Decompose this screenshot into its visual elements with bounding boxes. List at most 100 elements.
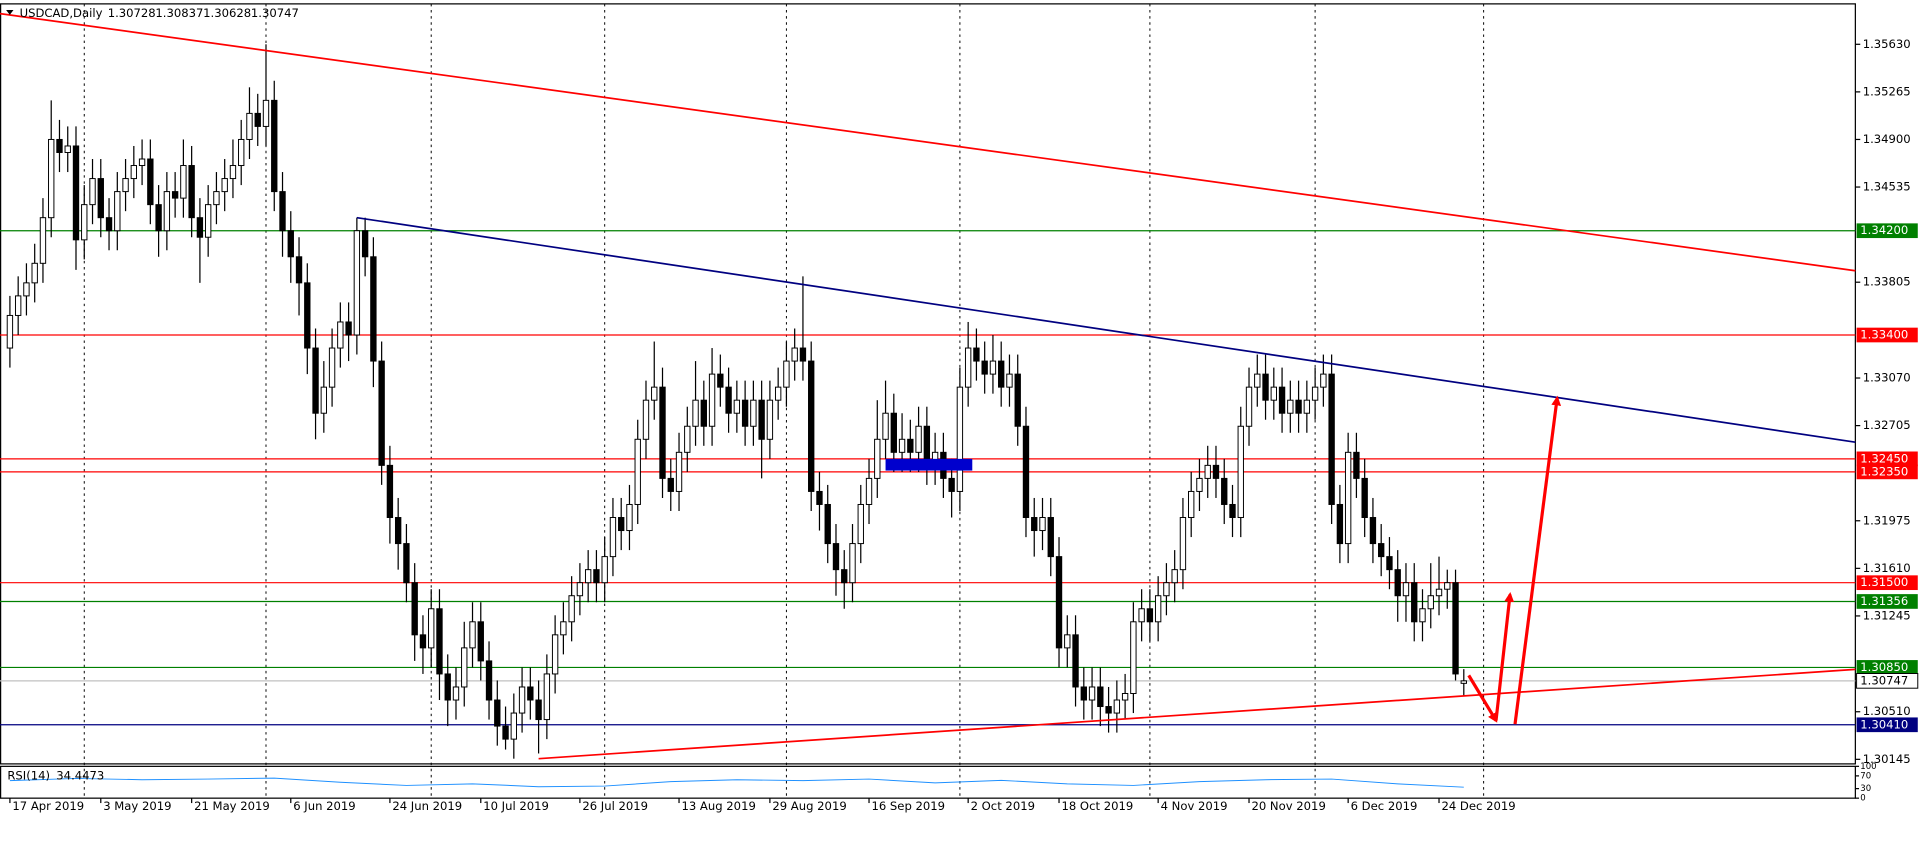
candle-body — [279, 191, 286, 232]
arrow — [1467, 674, 1498, 723]
candle-body — [651, 386, 658, 401]
candle-body — [138, 158, 146, 167]
rsi-tick-label: 100 — [1860, 762, 1876, 772]
candle-body — [494, 699, 501, 727]
candle-body — [1080, 686, 1087, 701]
candle-body — [345, 321, 352, 336]
candle-body — [6, 314, 14, 349]
candle-body — [353, 230, 361, 336]
x-tick-label: 17 Apr 2019 — [12, 799, 84, 813]
candle-body — [105, 217, 113, 232]
candle-body — [1154, 595, 1162, 623]
candle-body — [1130, 621, 1137, 694]
candle-body — [1328, 373, 1335, 505]
candle-body — [1353, 451, 1360, 479]
candle-body — [287, 230, 294, 258]
y-tick-label: 1.32705 — [1863, 418, 1911, 432]
candle-body — [1113, 699, 1121, 714]
candle-body — [1452, 582, 1459, 675]
candle-body — [419, 634, 427, 649]
candle-body — [849, 543, 856, 584]
y-tick-label: 1.31245 — [1863, 608, 1911, 622]
candle-body — [1047, 517, 1054, 558]
candle-body — [1311, 386, 1319, 401]
candle-body — [304, 282, 311, 349]
candle-body — [998, 360, 1005, 388]
candle-body — [1245, 386, 1253, 427]
candle-body — [1171, 569, 1178, 584]
y-tick-label: 1.31975 — [1863, 513, 1911, 527]
candle-body — [262, 99, 270, 127]
candle-body — [1295, 399, 1302, 414]
candle-body — [774, 386, 782, 401]
candle-body — [97, 178, 104, 219]
zone-rect — [885, 458, 973, 471]
candle-body — [411, 582, 418, 636]
candle-body — [1411, 582, 1418, 623]
candle-body — [81, 204, 88, 241]
candle-body — [130, 165, 138, 180]
candle-body — [1196, 477, 1203, 492]
candle-body — [403, 543, 410, 584]
candle-body — [386, 464, 394, 518]
candle-body — [1006, 373, 1013, 388]
level-label: 1.34200 — [1860, 223, 1908, 237]
candle-body — [361, 230, 369, 258]
x-tick-label: 29 Aug 2019 — [772, 799, 846, 813]
candle-body — [48, 138, 55, 219]
candle-body — [1212, 464, 1220, 479]
level-label: 1.31500 — [1860, 575, 1908, 589]
candle-body — [741, 399, 749, 427]
candle-body — [1270, 386, 1277, 401]
candle-body — [948, 477, 955, 492]
candle-body — [155, 204, 162, 232]
candle-body — [865, 477, 873, 505]
candle-body — [444, 673, 451, 701]
candle-body — [14, 295, 22, 316]
candle-body — [163, 191, 171, 232]
level-label-box — [1856, 327, 1918, 343]
rsi-tick-label: 30 — [1860, 784, 1871, 794]
rsi-tick-label: 0 — [1860, 794, 1865, 804]
candle-body — [1064, 634, 1071, 649]
candle-body — [1444, 582, 1451, 590]
candle-body — [72, 145, 80, 241]
menu-triangle — [6, 10, 14, 15]
candle-body — [295, 256, 303, 284]
candle-body — [229, 165, 237, 180]
candle-body — [527, 686, 534, 701]
ohlc-close: 1.30747 — [251, 6, 299, 20]
candle-body — [841, 569, 848, 584]
candle-body — [568, 595, 575, 623]
trend-line — [0, 12, 1856, 272]
candle-body — [436, 608, 443, 675]
candle-body — [642, 399, 650, 440]
candle-body — [518, 686, 526, 714]
x-tick-label: 20 Nov 2019 — [1251, 799, 1325, 813]
candle-body — [320, 386, 328, 414]
candle-body — [766, 399, 774, 440]
candle-body — [485, 660, 493, 701]
candle-body — [1254, 373, 1261, 388]
candle-body — [824, 503, 831, 545]
rsi-line — [9, 777, 1464, 788]
x-tick-label: 21 May 2019 — [194, 799, 270, 813]
candle-body — [1229, 503, 1236, 518]
candle-body — [1163, 582, 1170, 597]
candle-body — [1378, 543, 1385, 558]
candle-body — [23, 282, 30, 297]
candle-body — [576, 582, 584, 597]
candle-body — [1278, 386, 1286, 414]
candle-body — [1287, 399, 1294, 414]
candle-body — [1022, 425, 1030, 518]
candle-body — [675, 451, 683, 492]
candle-body — [725, 386, 732, 414]
candle-body — [180, 165, 187, 199]
candle-body — [502, 725, 509, 740]
candle-body — [188, 165, 195, 219]
trend-line — [538, 668, 1856, 760]
candle-body — [1303, 399, 1311, 414]
candle-body — [973, 347, 980, 362]
x-tick-label: 24 Jun 2019 — [392, 799, 462, 813]
candle-body — [1320, 373, 1327, 388]
